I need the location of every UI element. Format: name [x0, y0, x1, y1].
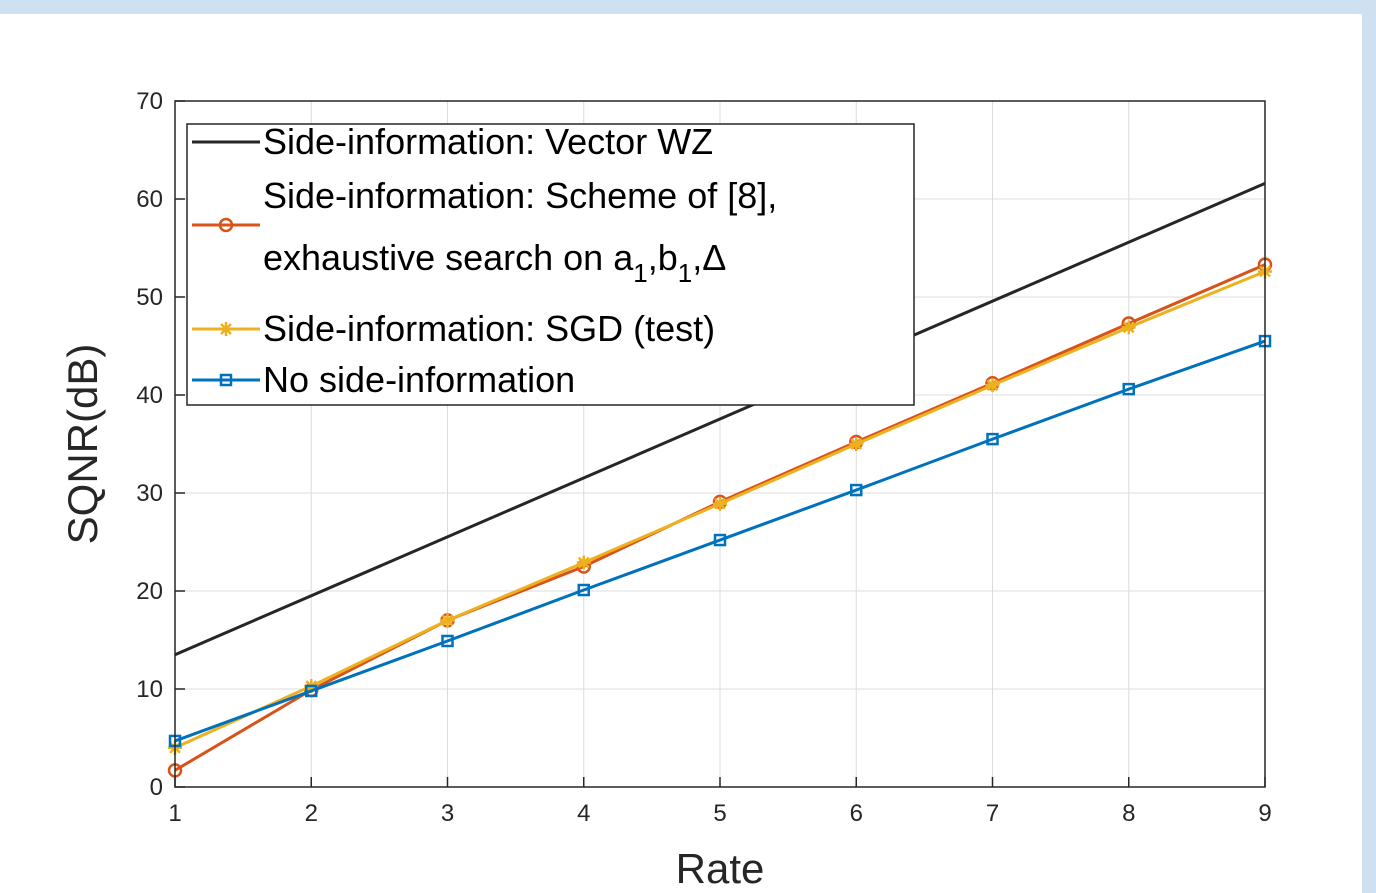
asterisk-stroke: [577, 556, 590, 569]
asterisk-stroke: [986, 379, 999, 392]
x-tick-label: 7: [986, 800, 999, 827]
data-point: [1122, 382, 1135, 396]
figure-panel: 1 2 3 4 5 6 7 8 9 0 10 20 30 40 50 60 70 Rate SQNR(dB) S…: [0, 14, 1362, 893]
data-point: [1121, 320, 1136, 335]
x-tick-label: 8: [1122, 800, 1135, 827]
x-tick-label: 3: [441, 800, 454, 827]
data-point: [986, 432, 999, 446]
asterisk-stroke: [441, 614, 454, 627]
legend-marker-scheme8: [218, 217, 234, 233]
legend-label-no-si: No side-information: [263, 359, 575, 400]
series-2: [168, 264, 1272, 755]
asterisk-stroke: [1122, 321, 1135, 334]
y-axis-label: SQNR(dB): [59, 344, 106, 545]
y-tick-label: 70: [136, 88, 163, 115]
sqnr-vs-rate-chart: 1 2 3 4 5 6 7 8 9 0 10 20 30 40 50 60 70 Rate SQNR(dB) S…: [59, 88, 1273, 892]
x-tick-label: 6: [850, 800, 863, 827]
data-point: [305, 684, 318, 698]
legend: Side-information: Vector WZ Side-informa…: [186, 121, 915, 406]
legend-box: [186, 123, 915, 406]
x-tick-label: 1: [168, 800, 181, 827]
series-line-0: [174, 181, 1266, 657]
y-tick-label: 20: [136, 578, 163, 605]
legend-label-scheme8-line2: exhaustive search on a1,b1,Δ: [263, 237, 726, 288]
legend-label-scheme8-line1: Side-information: Scheme of [8],: [263, 175, 777, 216]
legend-marker-sgd: [219, 322, 233, 336]
data-point: [985, 378, 1000, 393]
y-tick-label: 50: [136, 284, 163, 311]
x-axis-label: Rate: [676, 845, 765, 892]
data-point: [441, 634, 454, 648]
y-tick-label: 0: [150, 774, 163, 801]
data-point: [576, 555, 591, 570]
y-tick-label: 30: [136, 480, 163, 507]
asterisk-stroke: [714, 497, 726, 510]
legend-marker-no-si: [219, 373, 233, 387]
series-line-3: [174, 339, 1266, 743]
data-point: [713, 496, 727, 511]
y-tick-label: 10: [136, 676, 163, 703]
data-point: [577, 583, 590, 597]
x-tick-label: 9: [1258, 800, 1271, 827]
asterisk-stroke: [850, 438, 863, 450]
data-point: [849, 437, 864, 451]
y-tick-label: 60: [136, 186, 163, 213]
data-point: [850, 483, 863, 497]
data-point: [440, 613, 455, 628]
legend-label-sgd: Side-information: SGD (test): [263, 308, 715, 349]
legend-label-vector-wz: Side-information: Vector WZ: [263, 121, 713, 162]
x-tick-label: 2: [305, 800, 318, 827]
axis-ticks: 1 2 3 4 5 6 7 8 9 0 10 20 30 40 50 60 70: [136, 88, 1271, 827]
x-tick-label: 5: [713, 800, 726, 827]
y-tick-label: 40: [136, 382, 163, 409]
x-tick-label: 4: [577, 800, 590, 827]
series-0: [174, 181, 1266, 657]
data-point: [713, 533, 727, 547]
